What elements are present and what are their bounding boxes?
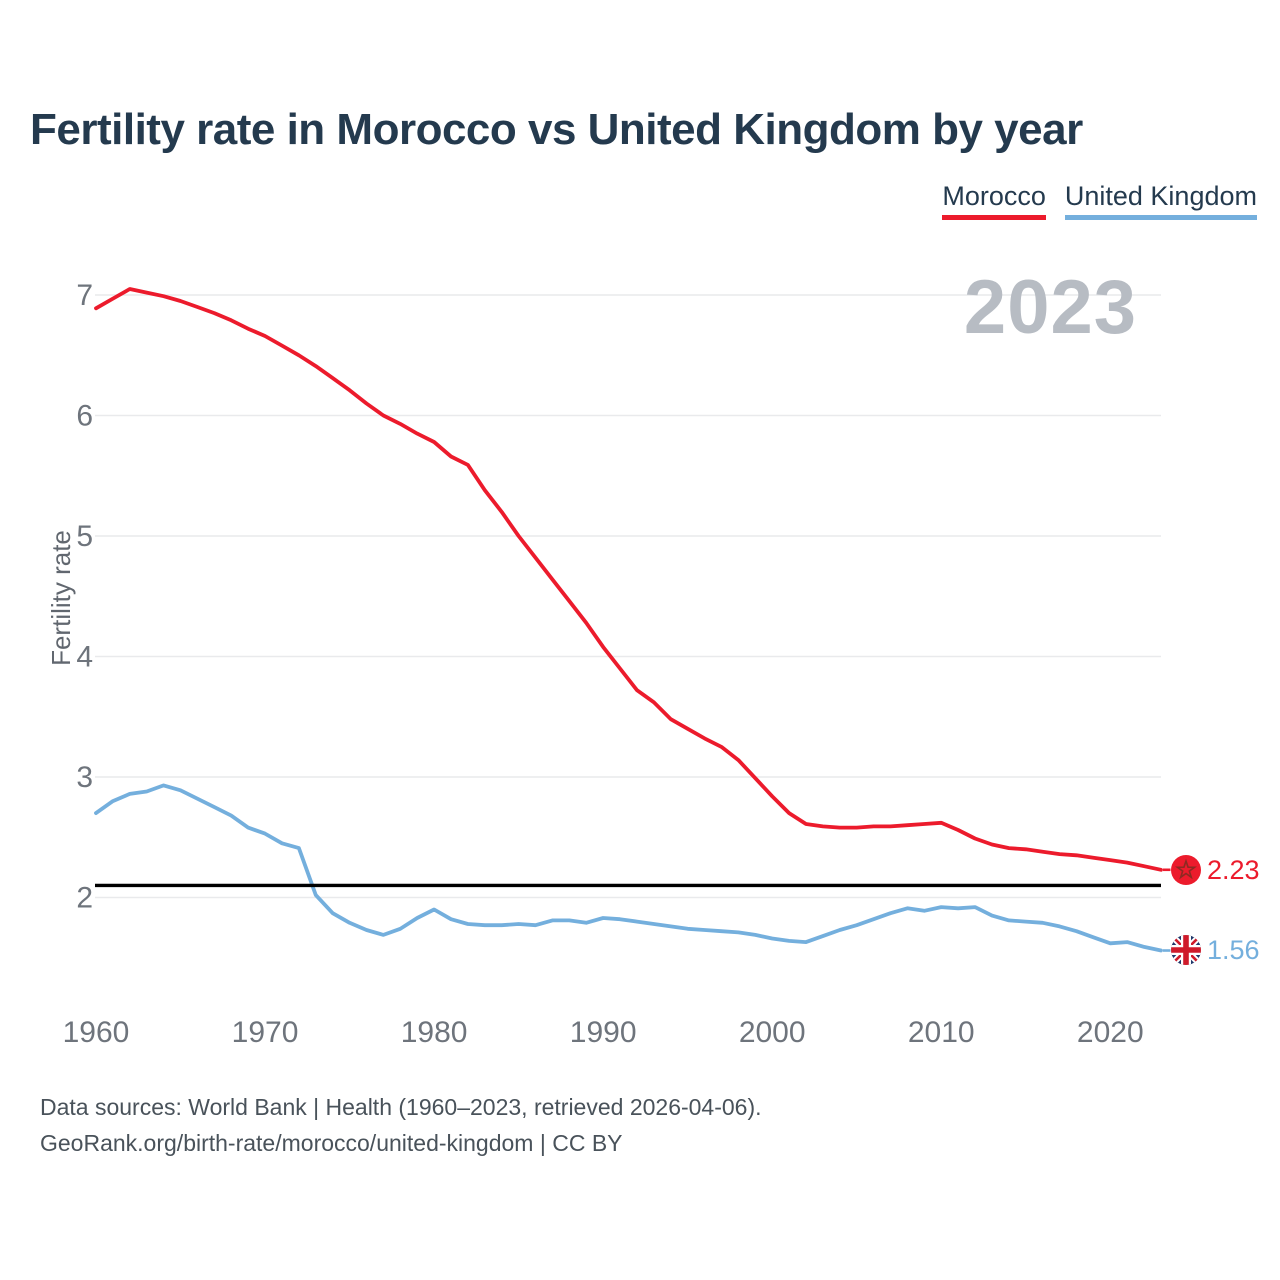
legend: Morocco United Kingdom — [942, 181, 1257, 220]
svg-text:1980: 1980 — [401, 1016, 468, 1049]
morocco-end-value: 2.23 — [1207, 855, 1260, 885]
footer: Data sources: World Bank | Health (1960–… — [40, 1089, 762, 1161]
svg-text:5: 5 — [76, 520, 93, 553]
legend-item-morocco[interactable]: Morocco — [942, 181, 1046, 220]
legend-item-united-kingdom[interactable]: United Kingdom — [1064, 181, 1257, 220]
svg-text:2000: 2000 — [739, 1016, 806, 1049]
svg-text:1960: 1960 — [63, 1016, 130, 1049]
svg-text:Fertility rate: Fertility rate — [46, 530, 76, 666]
footer-url-line[interactable]: GeoRank.org/birth-rate/morocco/united-ki… — [40, 1130, 623, 1156]
page-title: Fertility rate in Morocco vs United King… — [30, 105, 1083, 154]
uk-end-value: 1.56 — [1207, 935, 1260, 965]
svg-text:7: 7 — [76, 279, 93, 312]
svg-text:1990: 1990 — [570, 1016, 637, 1049]
svg-text:1970: 1970 — [232, 1016, 299, 1049]
morocco-flag-icon — [1171, 855, 1201, 885]
svg-text:2020: 2020 — [1077, 1016, 1144, 1049]
uk-flag-icon — [1171, 935, 1201, 965]
footer-sources-line: Data sources: World Bank | Health (1960–… — [40, 1094, 762, 1120]
svg-text:3: 3 — [76, 761, 93, 794]
year-watermark: 2023 — [963, 265, 1137, 350]
svg-text:4: 4 — [76, 641, 93, 674]
svg-text:6: 6 — [76, 400, 93, 433]
svg-text:2: 2 — [76, 882, 93, 915]
svg-text:2010: 2010 — [908, 1016, 975, 1049]
